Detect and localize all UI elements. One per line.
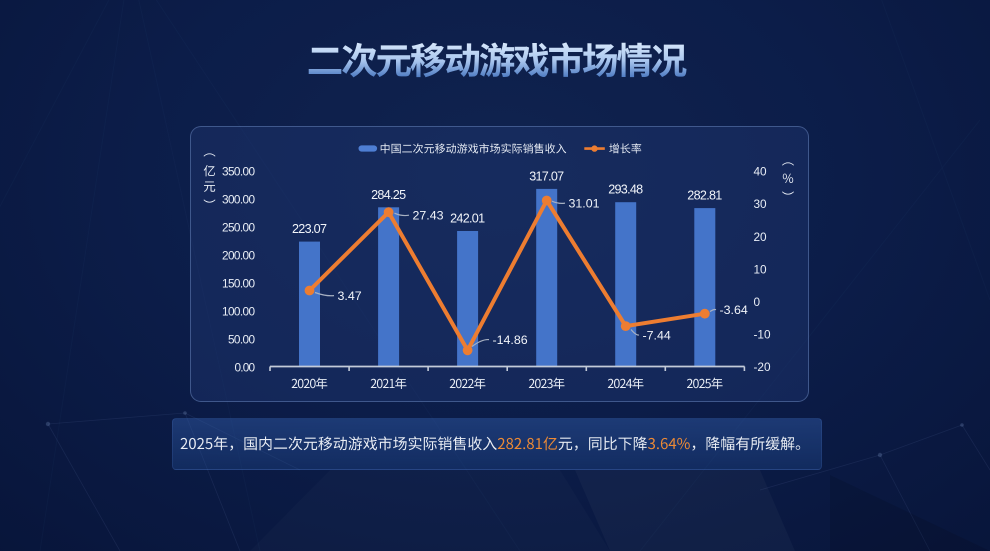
svg-text:0: 0: [754, 295, 761, 309]
svg-text:0.00: 0.00: [235, 360, 256, 374]
svg-text:250.00: 250.00: [222, 220, 255, 234]
svg-text:20: 20: [754, 230, 768, 244]
svg-text:-10: -10: [754, 328, 771, 342]
svg-text:31.01: 31.01: [569, 196, 600, 210]
svg-text:293.48: 293.48: [608, 183, 643, 197]
svg-text:100.00: 100.00: [222, 304, 255, 318]
svg-text:223.07: 223.07: [292, 222, 327, 236]
svg-text:-20: -20: [754, 360, 771, 374]
svg-text:317.07: 317.07: [529, 169, 564, 183]
svg-text:200.00: 200.00: [222, 248, 255, 262]
svg-text:10: 10: [754, 262, 768, 276]
svg-text:284.25: 284.25: [371, 188, 406, 202]
svg-text:-3.64: -3.64: [720, 303, 748, 317]
svg-text:242.01: 242.01: [450, 212, 485, 226]
svg-text:282.81: 282.81: [687, 189, 722, 203]
svg-text:27.43: 27.43: [413, 208, 444, 222]
svg-text:-14.86: -14.86: [493, 333, 528, 347]
svg-text:40: 40: [754, 165, 768, 179]
svg-text:-7.44: -7.44: [643, 328, 671, 342]
svg-text:300.00: 300.00: [222, 192, 255, 206]
svg-text:30: 30: [754, 197, 768, 211]
svg-text:50.00: 50.00: [228, 332, 255, 346]
svg-text:350.00: 350.00: [222, 164, 255, 178]
svg-text:150.00: 150.00: [222, 276, 255, 290]
svg-text:3.47: 3.47: [338, 289, 362, 303]
